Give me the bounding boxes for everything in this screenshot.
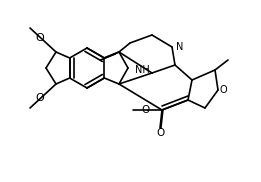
Text: O: O	[220, 85, 228, 95]
Text: O: O	[156, 128, 164, 138]
Text: O: O	[141, 105, 149, 115]
Text: N: N	[176, 42, 183, 52]
Text: NH: NH	[135, 65, 150, 75]
Text: O: O	[35, 93, 44, 103]
Text: O: O	[35, 33, 44, 43]
